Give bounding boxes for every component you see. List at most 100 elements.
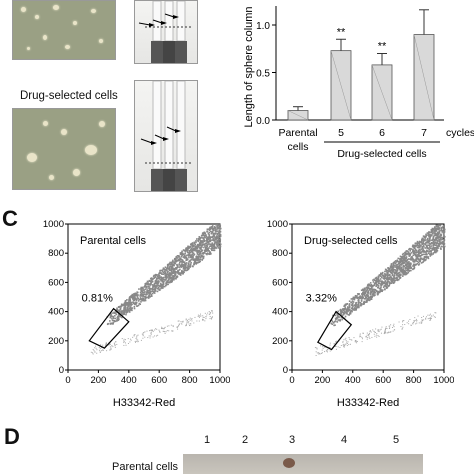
scatter-point [153, 277, 155, 280]
scatter-point [219, 230, 222, 233]
scatter-point [174, 268, 176, 271]
scatter-point [386, 269, 389, 272]
scatter-point [194, 245, 197, 247]
scatter-point [126, 311, 129, 313]
scatter-point [184, 265, 186, 267]
scatter-point [215, 230, 217, 233]
scatter-point [369, 282, 372, 284]
scatter-point [132, 297, 135, 300]
scatter-point [127, 338, 129, 340]
scatter-point [150, 293, 153, 296]
scatter-point [372, 292, 375, 295]
scatter-point [413, 261, 416, 263]
scatter-point [169, 268, 171, 270]
scatter-point [380, 282, 383, 284]
scatter-point [359, 297, 362, 300]
scatter-point [427, 257, 430, 260]
scatter-point [170, 263, 172, 266]
scatter-point [376, 278, 378, 280]
scatter-point [164, 332, 166, 334]
scatter-point [131, 309, 133, 312]
scatter-point [175, 256, 178, 259]
scatter-point [201, 242, 204, 244]
scatter-point [146, 282, 149, 285]
scatter-point [390, 324, 392, 326]
scatter-point [363, 293, 366, 296]
scatter-point [208, 250, 210, 252]
scatter-point [409, 266, 411, 269]
scatter-point [352, 301, 355, 303]
scatter-point [394, 268, 396, 271]
scatter-point [368, 297, 370, 300]
scatter-point [394, 262, 397, 265]
scatter-point [134, 340, 136, 342]
scatter-point [129, 306, 132, 309]
scatter-point [381, 326, 383, 328]
scatter-point [170, 281, 173, 283]
scatter-point [202, 240, 204, 242]
scatter-point [377, 330, 379, 332]
scatter-point [380, 332, 382, 334]
scatter-point [184, 262, 187, 265]
scatter-point [114, 344, 116, 346]
scatter-point [129, 338, 131, 340]
scatter-point [194, 261, 196, 264]
scatter-point [345, 308, 348, 311]
scatter-point [408, 252, 411, 255]
scatter-point [379, 280, 382, 282]
tube-photo-drug-selected-drawing [140, 81, 191, 191]
scatter-point [204, 240, 206, 242]
scatter-point [368, 336, 370, 338]
scatter-point [114, 345, 116, 347]
scatter-point [372, 279, 374, 281]
scatter-point [359, 295, 361, 297]
scatter-point [117, 315, 119, 318]
scatter-point [120, 310, 123, 312]
scatter-point [397, 262, 400, 265]
scatter-point [431, 227, 434, 230]
scatter-point [133, 334, 135, 336]
scatter-point [397, 274, 399, 277]
scatter-point [183, 257, 186, 259]
scatter-point [142, 332, 144, 334]
scatter-point [399, 263, 402, 266]
scatter-point [365, 299, 368, 302]
scatter-point [416, 243, 419, 245]
x-tick-label: 1000 [433, 375, 454, 386]
scatter-point [129, 341, 131, 343]
scatter-point [423, 239, 425, 241]
scatter-point [173, 264, 175, 267]
scatter-point [171, 264, 174, 267]
scatter-point [349, 310, 352, 313]
scatter-point [359, 336, 361, 338]
scatter-point [370, 296, 373, 299]
scatter-point [358, 297, 361, 299]
scatter-point [198, 261, 201, 263]
scatter-point [434, 242, 436, 245]
scatter-point [362, 301, 365, 304]
scatter-point [177, 320, 179, 322]
scatter-point [155, 276, 157, 279]
scatter-point [379, 274, 381, 276]
scatter-point [115, 341, 117, 343]
scatter-point [211, 318, 213, 320]
scatter-point [163, 268, 166, 270]
scatter-point [404, 323, 406, 325]
scatter-point [369, 332, 371, 334]
scatter-point [425, 317, 427, 319]
scatter-point [372, 291, 374, 293]
scatter-point [174, 261, 176, 263]
scatter-point [414, 245, 416, 248]
scatter-point [123, 342, 125, 344]
scatter-point [380, 273, 383, 275]
scatter-point [443, 231, 446, 233]
scatter-point [116, 310, 119, 312]
scatter-point [187, 262, 190, 265]
scatter-point [157, 277, 159, 280]
scatter-point [195, 263, 198, 265]
scatter-point [143, 291, 145, 294]
scatter-point [211, 247, 213, 249]
scatter-point [164, 266, 167, 269]
scatter-point [156, 290, 159, 293]
scatter-point [384, 332, 386, 334]
